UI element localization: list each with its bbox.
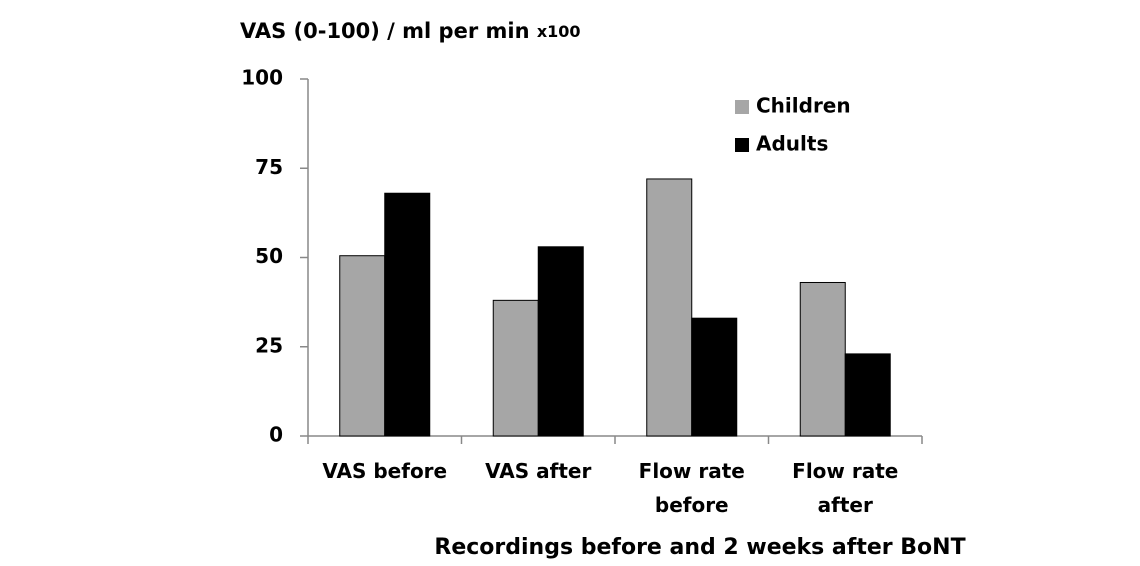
legend-swatch: [735, 138, 749, 152]
bar: [799, 281, 846, 437]
legend-swatch: [735, 100, 749, 114]
y-tick-label: 0: [269, 423, 283, 447]
x-tick-label: VAS after: [485, 459, 591, 483]
y-tick-label: 25: [255, 333, 283, 357]
bar: [339, 255, 386, 437]
bar: [384, 192, 431, 437]
bar: [537, 246, 584, 437]
x-axis-label: Recordings before and 2 weeks after BoNT: [434, 535, 965, 560]
y-tick-label: 50: [255, 244, 283, 268]
x-tick-label: VAS before: [322, 459, 447, 483]
legend-label: Adults: [756, 132, 828, 156]
legend-label: Children: [756, 94, 851, 118]
bar: [646, 178, 693, 437]
bar: [691, 317, 738, 437]
x-tick-label: Flow rate after: [792, 459, 898, 517]
y-tick-label: 75: [255, 155, 283, 179]
bar: [844, 353, 891, 437]
y-axis-label-main: VAS (0-100) / ml per min: [240, 19, 530, 43]
bar: [492, 299, 539, 437]
y-axis-label-suffix: x100: [537, 22, 581, 41]
y-axis-label: VAS (0-100) / ml per min x100: [240, 19, 581, 43]
y-tick-label: 100: [241, 66, 283, 90]
x-tick-label: Flow rate before: [639, 459, 745, 517]
